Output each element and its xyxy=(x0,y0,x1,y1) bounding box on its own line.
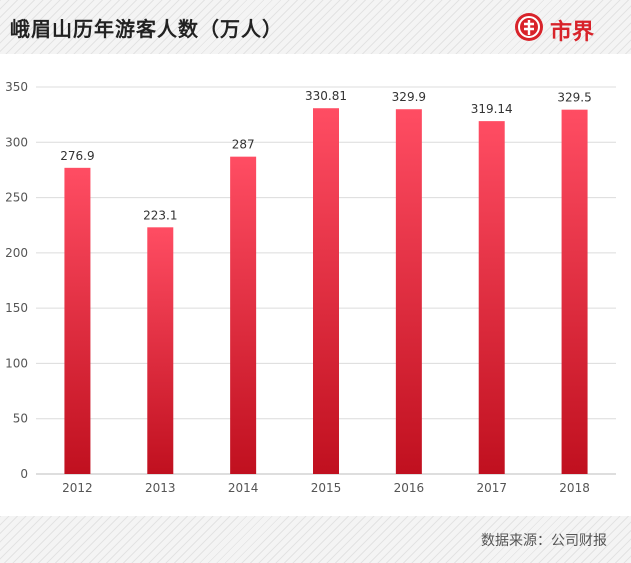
brand-logo-text: 市界 xyxy=(550,20,595,45)
x-tick-label: 2012 xyxy=(62,481,93,495)
x-tick-label: 2013 xyxy=(145,481,176,495)
footer-bar: 数据来源：公司财报 xyxy=(0,516,631,563)
brand-logo-icon xyxy=(515,13,543,41)
y-tick-label: 250 xyxy=(5,191,28,205)
bar-value-label: 329.5 xyxy=(557,91,591,105)
bar-chart: 0 50 100 150 200 250 300 350 276.9 223.1 287 330.8… xyxy=(5,80,616,495)
y-tick-label: 300 xyxy=(5,135,28,149)
bar-2012 xyxy=(64,167,91,475)
x-axis-ticks: 2012 2013 2014 2015 2016 2017 2018 xyxy=(62,481,590,495)
bar-2018 xyxy=(561,109,588,474)
x-tick-label: 2018 xyxy=(559,481,590,495)
data-source-note: 数据来源：公司财报 xyxy=(481,533,607,549)
bar-2015 xyxy=(313,108,339,474)
bar-2013 xyxy=(147,227,174,474)
x-tick-label: 2014 xyxy=(228,481,259,495)
x-tick-label: 2017 xyxy=(476,481,507,495)
y-tick-label: 0 xyxy=(20,467,28,481)
bar-2014 xyxy=(230,156,257,474)
x-tick-label: 2015 xyxy=(311,481,342,495)
bar-value-label: 223.1 xyxy=(143,208,177,222)
y-tick-label: 200 xyxy=(5,246,28,260)
bar-2016 xyxy=(395,109,422,474)
bar-value-label: 276.9 xyxy=(60,149,94,163)
bar-value-label: 330.81 xyxy=(305,89,347,103)
bar-value-label: 287 xyxy=(232,138,255,152)
x-tick-label: 2016 xyxy=(394,481,425,495)
bar-2017 xyxy=(478,121,505,474)
bars xyxy=(64,108,588,475)
y-tick-label: 100 xyxy=(5,356,28,370)
chart-title: 峨眉山历年游客人数（万人） xyxy=(10,17,283,41)
bar-value-label: 319.14 xyxy=(471,102,513,116)
y-tick-label: 350 xyxy=(5,80,28,94)
y-axis-ticks: 0 50 100 150 200 250 300 350 xyxy=(5,80,28,481)
y-tick-label: 150 xyxy=(5,301,28,315)
y-tick-label: 50 xyxy=(13,412,28,426)
bar-value-label: 329.9 xyxy=(392,90,426,104)
value-labels: 276.9 223.1 287 330.81 329.9 319.14 329.5 xyxy=(60,89,592,222)
header-bar: 峨眉山历年游客人数（万人） 市界 xyxy=(0,0,631,54)
